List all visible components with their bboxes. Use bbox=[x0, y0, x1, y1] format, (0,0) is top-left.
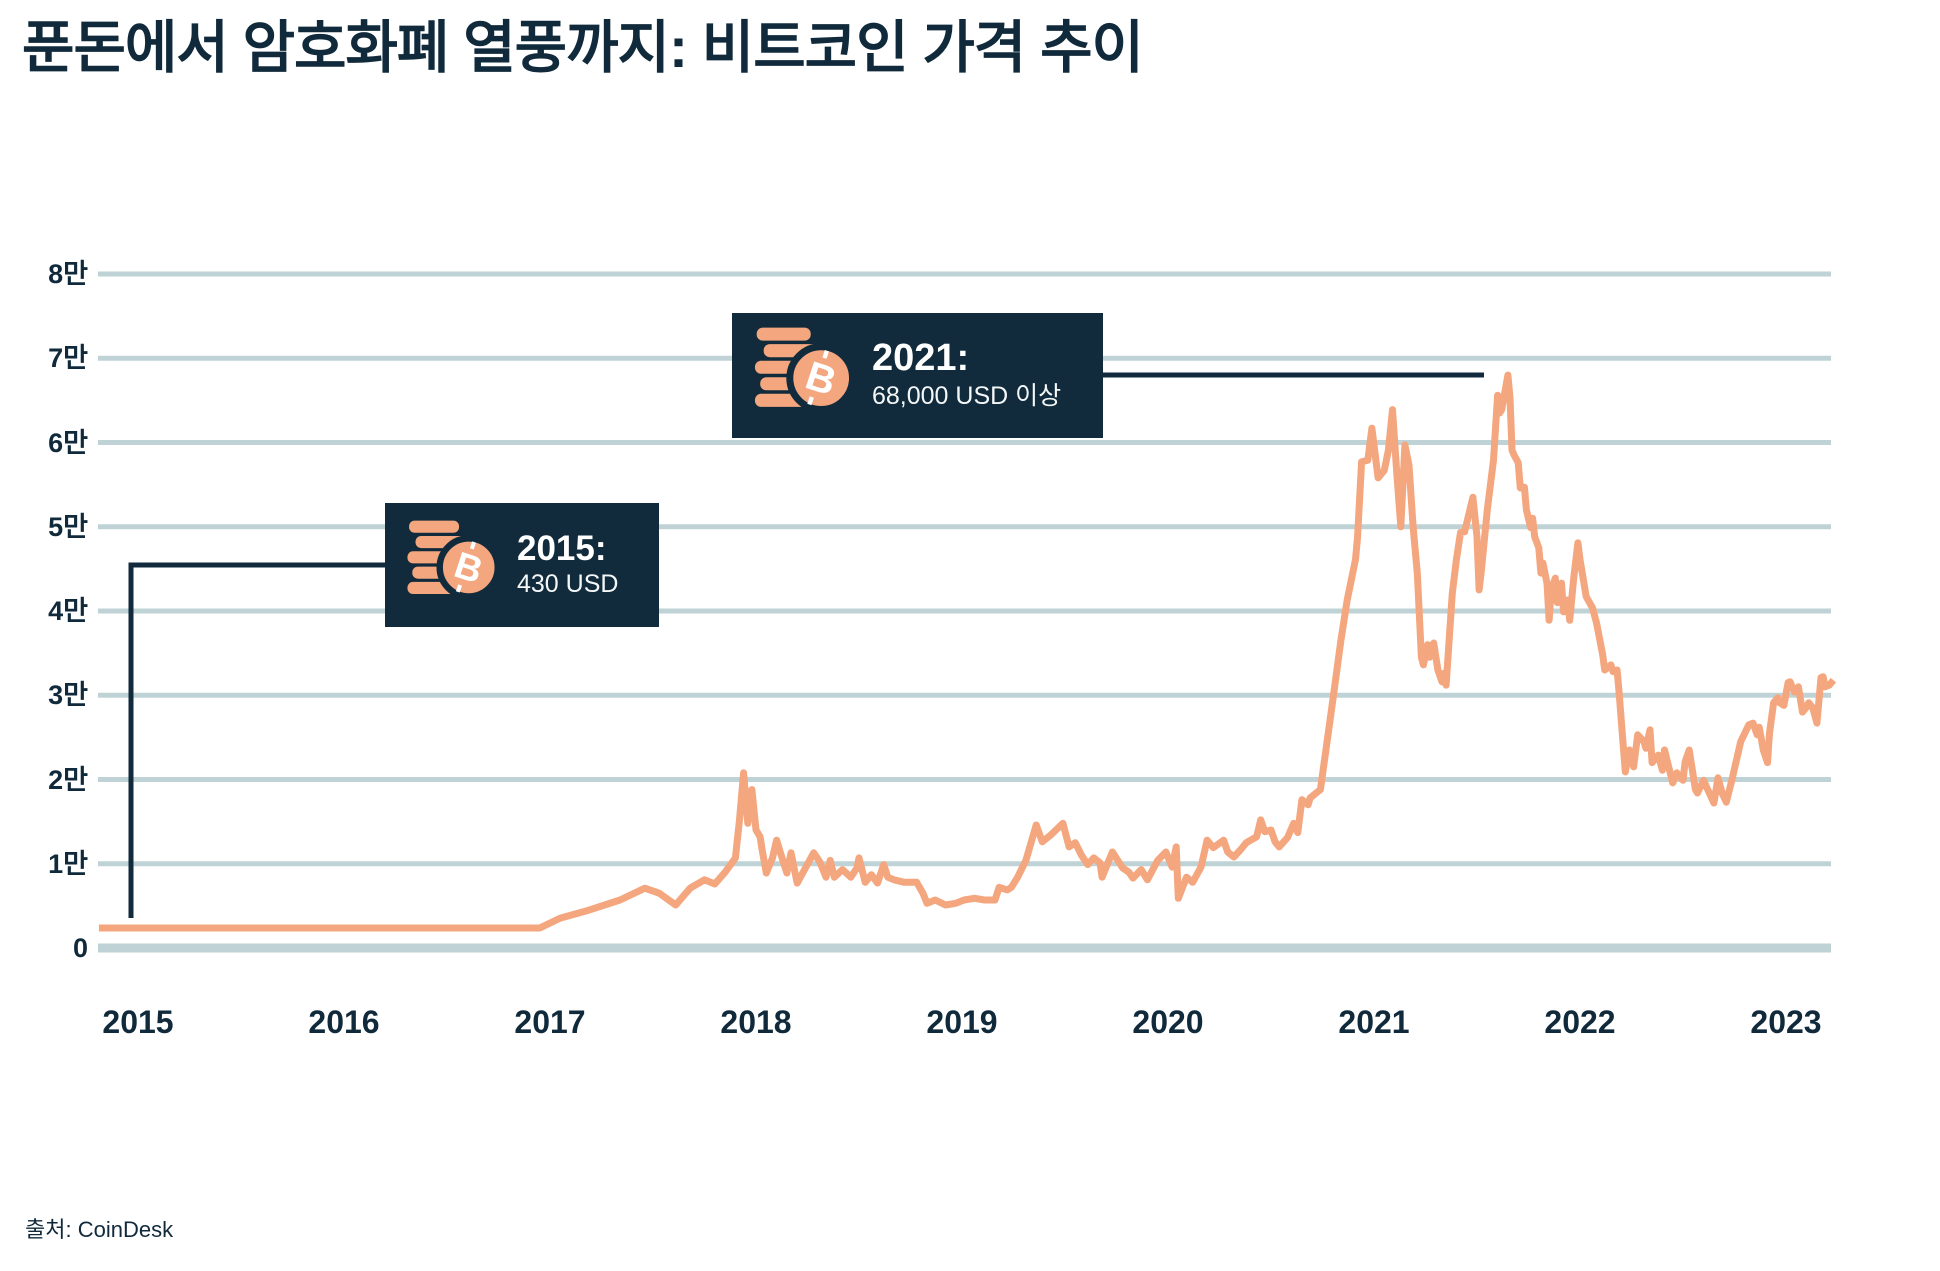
y-tick-label-4만: 4만 bbox=[48, 596, 88, 626]
x-tick-label-2015: 2015 bbox=[102, 1004, 174, 1040]
callout-2021-text: 2021: 68,000 USD 이상 bbox=[872, 337, 1061, 413]
x-tick-label-2016: 2016 bbox=[308, 1004, 380, 1040]
x-tick-label-2020: 2020 bbox=[1132, 1004, 1204, 1040]
bitcoin-coin-stack-icon: B bbox=[754, 327, 856, 413]
y-tick-label-2만: 2만 bbox=[48, 764, 88, 795]
callout-2015: B 2015: 430 USD bbox=[385, 503, 659, 627]
bitcoin-price-line bbox=[98, 371, 1837, 932]
callout-2021-year: 2021: bbox=[872, 337, 970, 380]
callout-2021-value: 68,000 USD 이상 bbox=[872, 381, 1062, 410]
callout-connector-lines bbox=[128, 372, 1484, 918]
y-tick-label-6만: 6만 bbox=[48, 427, 88, 458]
callout-2015-text: 2015: 430 USD bbox=[517, 529, 618, 602]
x-tick-label-2019: 2019 bbox=[926, 1004, 998, 1040]
chart-title: 푼돈에서 암호화폐 열풍까지: 비트코인 가격 추이 bbox=[22, 16, 1144, 80]
y-tick-label-3만: 3만 bbox=[48, 680, 88, 711]
x-tick-label-2022: 2022 bbox=[1544, 1004, 1616, 1040]
y-tick-label-7만: 7만 bbox=[48, 343, 88, 374]
callout-2015-year: 2015: bbox=[517, 528, 607, 568]
y-tick-label-0: 0 bbox=[72, 933, 88, 963]
source-note: 출처: CoinDesk bbox=[25, 1217, 174, 1242]
bitcoin-coin-stack-icon: B bbox=[407, 520, 501, 600]
y-tick-label-8만: 8만 bbox=[48, 259, 88, 289]
x-tick-label-2017: 2017 bbox=[514, 1004, 586, 1040]
x-tick-label-2021: 2021 bbox=[1338, 1004, 1410, 1040]
y-tick-label-5만: 5만 bbox=[48, 511, 88, 542]
y-tick-label-1만: 1만 bbox=[48, 848, 88, 879]
callout-2021: B 2021: 68,000 USD 이상 bbox=[732, 313, 1103, 438]
x-tick-label-2018: 2018 bbox=[720, 1004, 792, 1040]
connector-line-2015 bbox=[128, 562, 385, 918]
x-tick-label-2023: 2023 bbox=[1750, 1004, 1822, 1040]
callout-2015-value: 430 USD bbox=[517, 569, 619, 598]
